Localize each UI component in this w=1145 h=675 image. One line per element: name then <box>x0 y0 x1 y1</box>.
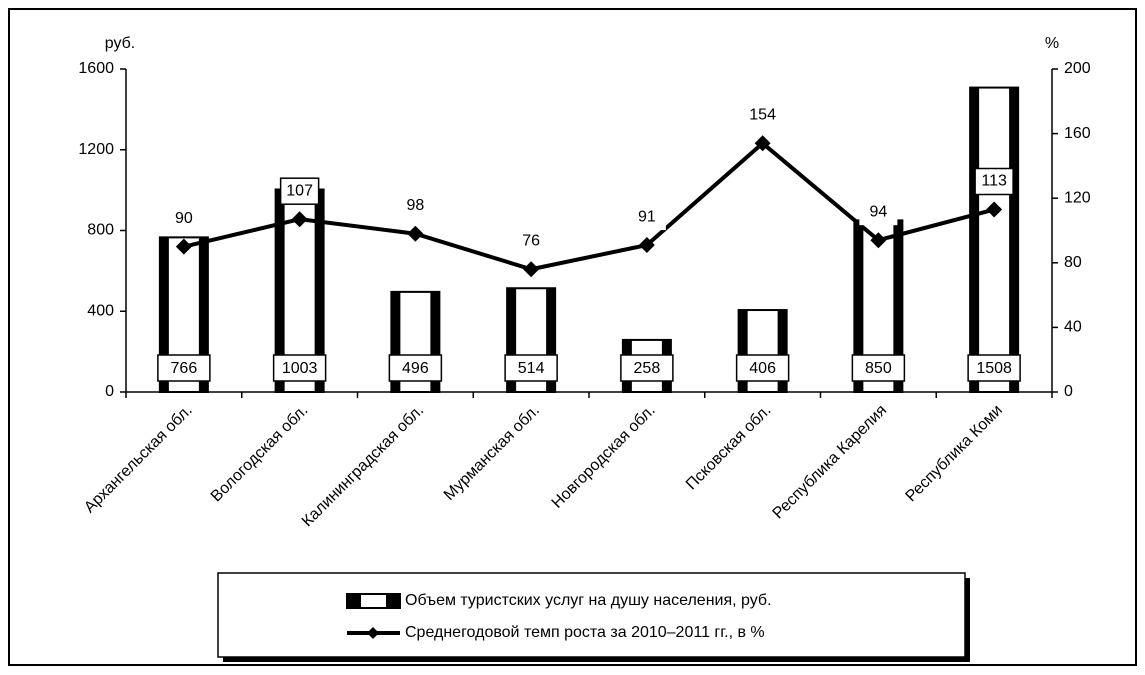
bar-edge <box>738 310 748 392</box>
line-label-bg <box>512 228 551 255</box>
line-label-bg <box>974 167 1014 196</box>
line-label-bg <box>279 177 320 205</box>
line-label-bg <box>627 204 666 231</box>
y2-tick-label: 200 <box>1064 60 1091 77</box>
bar-label: 514 <box>518 360 545 377</box>
y-tick-label: 1200 <box>78 141 114 158</box>
y2-tick-label: 120 <box>1064 189 1091 206</box>
y2-tick-label: 160 <box>1064 125 1091 142</box>
line-marker <box>407 225 424 242</box>
y2-tick-label: 0 <box>1064 383 1073 400</box>
legend-swatch <box>386 594 400 608</box>
legend-label: Среднегодовой темп роста за 2010–2011 гг… <box>405 624 765 641</box>
bar-edge <box>854 220 864 392</box>
line-label: 90 <box>175 210 193 227</box>
bar-label-box <box>157 354 211 382</box>
bar-label: 766 <box>171 360 198 377</box>
bar-edge <box>430 291 440 392</box>
bar-label-box <box>851 354 906 382</box>
bar-edge <box>546 288 556 392</box>
line <box>183 140 995 272</box>
line-label: 94 <box>869 203 887 220</box>
line-marker <box>870 232 887 249</box>
bar-edge <box>970 87 980 392</box>
bar-edge <box>1009 87 1019 392</box>
bar-label: 1508 <box>976 360 1012 377</box>
line-label-bg <box>164 205 203 232</box>
bar-label-box <box>735 354 790 382</box>
bar-label-box <box>388 354 443 382</box>
line-marker <box>638 237 655 254</box>
line-label-bg <box>396 192 435 219</box>
bar-label-box <box>967 354 1021 382</box>
legend-swatch <box>347 594 361 608</box>
y-tick-label: 0 <box>105 383 114 400</box>
bar-edge <box>507 288 517 392</box>
legend-swatch <box>367 627 379 639</box>
bar-label: 406 <box>749 360 776 377</box>
bar-label-box <box>272 354 327 382</box>
y2-tick-label: 80 <box>1064 254 1082 271</box>
line-label: 91 <box>638 208 656 225</box>
line-marker <box>291 211 308 228</box>
line-label: 76 <box>522 232 540 249</box>
line-label-bg <box>743 102 782 129</box>
y-tick-label: 800 <box>87 222 114 239</box>
bar-label: 258 <box>634 360 661 377</box>
bar-label-box <box>620 354 674 382</box>
legend <box>217 572 966 658</box>
bar-label: 850 <box>865 360 892 377</box>
line-label: 98 <box>406 197 424 214</box>
bar-edge <box>159 237 169 392</box>
line-marker <box>986 201 1003 218</box>
bar-edge <box>275 189 285 392</box>
y-unit: руб. <box>105 35 136 52</box>
y-tick-label: 1600 <box>78 60 114 77</box>
y2-tick-label: 40 <box>1064 319 1082 336</box>
line-label-bg <box>859 199 898 226</box>
bar-label: 496 <box>402 360 429 377</box>
line-marker <box>175 238 192 255</box>
bar-edge <box>391 291 401 392</box>
legend-label: Объем туристских услуг на душу населения… <box>405 592 772 609</box>
bar-label: 1003 <box>282 360 318 377</box>
y2-unit: % <box>1045 35 1059 52</box>
bar-label-box <box>504 354 558 382</box>
line-marker <box>523 261 540 278</box>
bar-edge <box>893 220 903 392</box>
bar-edge <box>198 237 208 392</box>
line-label: 113 <box>981 173 1007 190</box>
line-marker <box>754 135 771 152</box>
y-tick-label: 400 <box>87 302 114 319</box>
line-label: 107 <box>286 182 313 199</box>
line-label: 154 <box>749 107 776 124</box>
bar-edge <box>314 189 324 392</box>
bar-edge <box>777 310 787 392</box>
